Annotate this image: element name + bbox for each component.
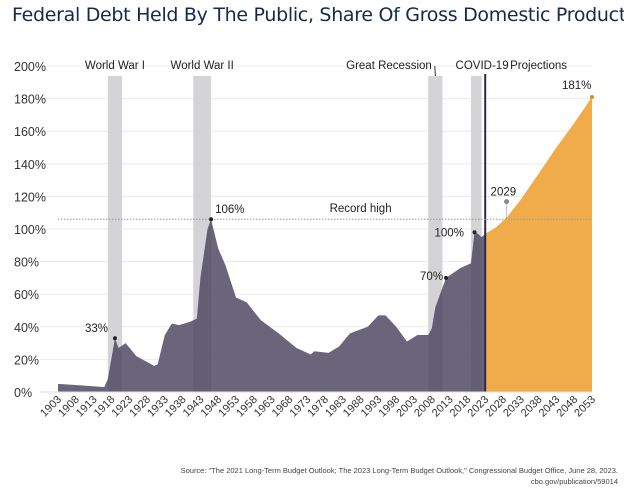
source-line-1: Source: "The 2021 Long-Term Budget Outlo… (180, 466, 618, 475)
y-tick-label: 40% (14, 321, 39, 335)
band-label: World War II (171, 60, 234, 72)
y-tick-label: 120% (14, 190, 46, 204)
data-label: 100% (435, 227, 464, 239)
shaded-band-overlay (428, 76, 443, 392)
data-label: 106% (215, 204, 244, 216)
leader-line (434, 65, 436, 77)
band-label: COVID-19 (456, 60, 509, 72)
y-tick-label: 80% (14, 256, 39, 270)
data-label: 2029 (491, 187, 517, 199)
y-tick-label: 180% (14, 93, 46, 107)
historical-area (58, 219, 486, 392)
y-tick-label: 20% (14, 353, 39, 367)
shaded-band-overlay (193, 76, 212, 392)
data-label: 70% (420, 271, 443, 283)
y-tick-label: 60% (14, 288, 39, 302)
y-tick-label: 100% (14, 223, 46, 237)
record-high-label: Record high (330, 203, 392, 215)
band-label: Great Recession (346, 60, 432, 72)
annotation-dot (209, 217, 214, 222)
projection-area (485, 96, 592, 392)
data-label: 181% (562, 80, 591, 92)
chart-title: Federal Debt Held By The Public, Share O… (12, 4, 624, 26)
data-label: 33% (85, 323, 108, 335)
annotation-dot (444, 275, 449, 280)
band-label: World War I (85, 60, 145, 72)
annotation-dot (112, 336, 117, 341)
projections-label: Projections (510, 60, 567, 72)
y-tick-label: 200% (14, 60, 46, 74)
annotation-dot (590, 94, 594, 99)
source-note: Source: "The 2021 Long-Term Budget Outlo… (181, 465, 618, 487)
x-tick-label: 2053 (572, 394, 598, 420)
annotation-dot (472, 230, 477, 235)
shaded-band-overlay (107, 76, 123, 392)
y-tick-label: 160% (14, 125, 46, 139)
annotation-dot (504, 199, 510, 205)
shaded-band (107, 76, 123, 392)
source-line-2: cbo.gov/publication/59014 (530, 477, 618, 486)
y-tick-label: 0% (14, 386, 32, 400)
y-tick-label: 140% (14, 158, 46, 172)
shaded-band-overlay (470, 76, 482, 392)
